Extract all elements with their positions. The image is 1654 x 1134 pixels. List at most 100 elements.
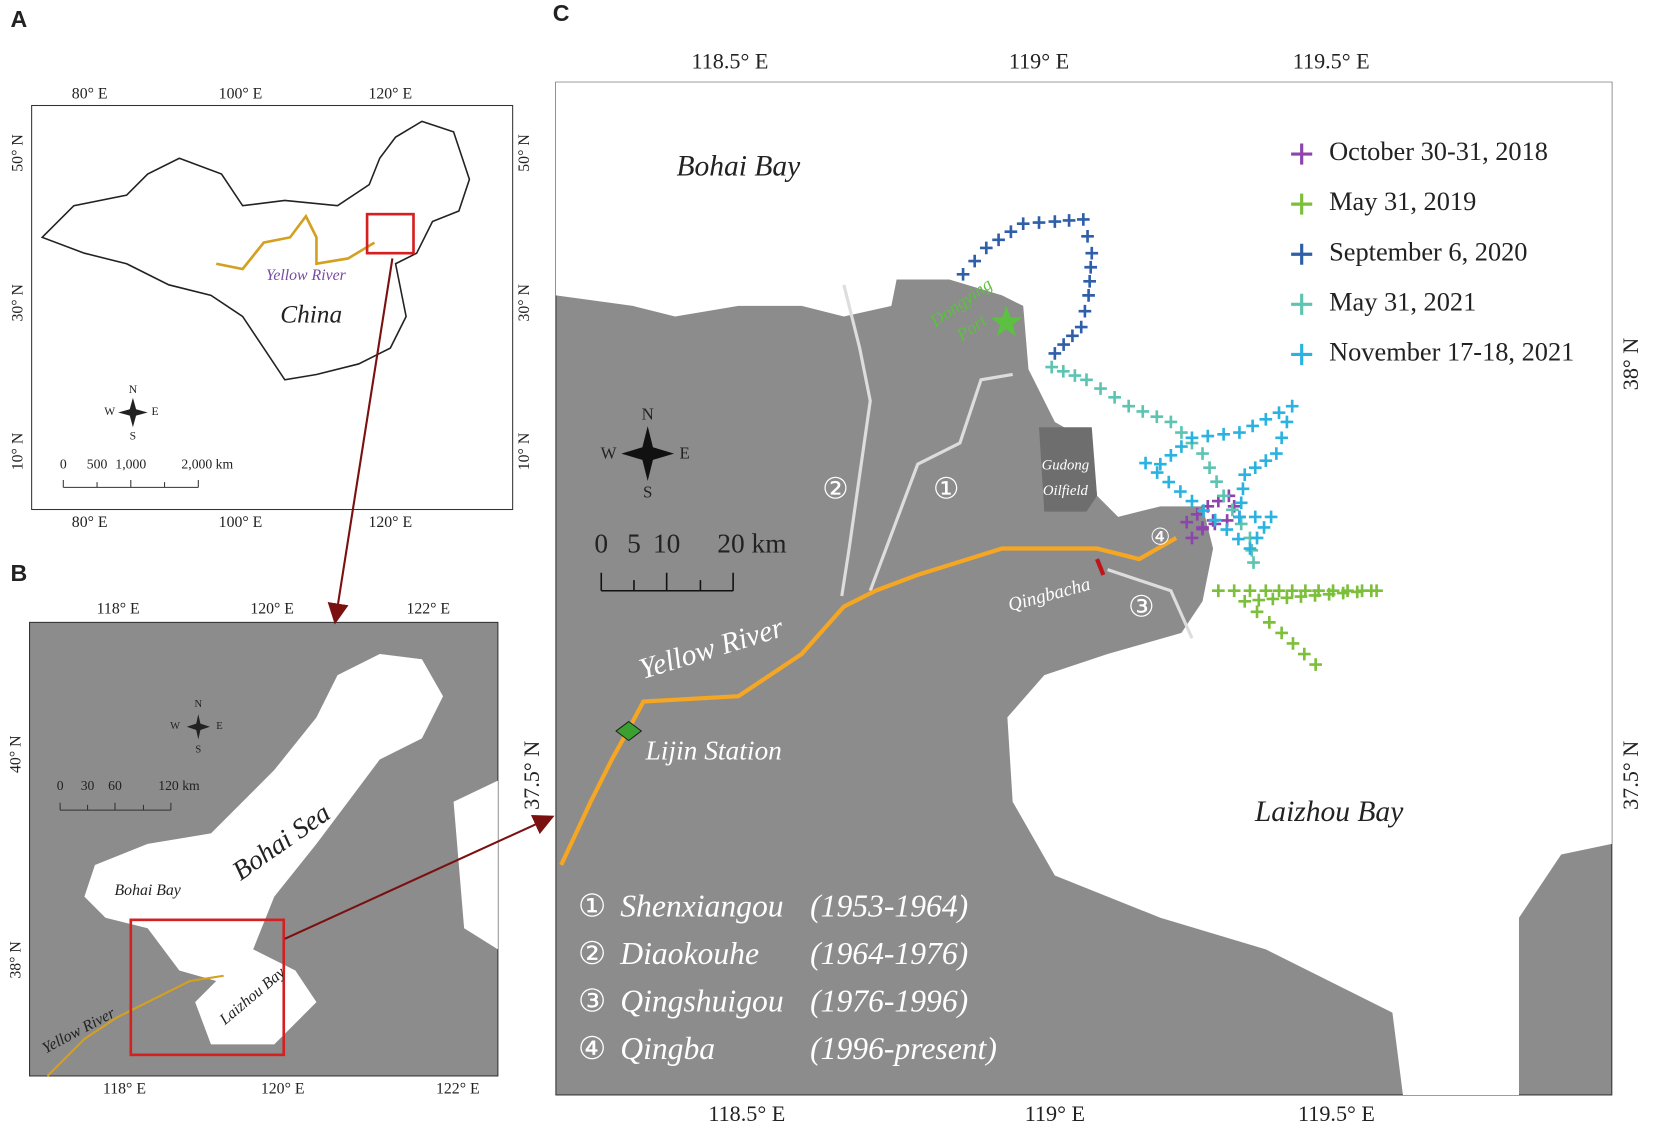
track-marker: [1322, 587, 1336, 601]
bay-label: Laizhou Bay: [1254, 796, 1404, 828]
channel-number: ④: [578, 1031, 606, 1066]
track-marker: [1164, 415, 1178, 429]
compass-s: S: [195, 744, 201, 755]
track-marker: [1056, 364, 1070, 378]
tick-label: 100° E: [219, 514, 263, 531]
scale-label: 10: [653, 529, 680, 559]
track-marker: [1185, 494, 1199, 508]
panel-label: A: [11, 6, 28, 32]
legend-marker: [1291, 293, 1313, 315]
track-marker: [1275, 626, 1288, 640]
inset-box: [365, 212, 415, 255]
legend-marker: [1291, 243, 1313, 265]
track-marker: [1257, 521, 1271, 534]
track-marker: [1164, 449, 1178, 462]
track-marker: [1208, 513, 1222, 527]
tick-label: 38° N: [1618, 338, 1643, 391]
compass-e: E: [679, 444, 689, 463]
track-marker: [1081, 229, 1094, 243]
tick-label: 118.5° E: [708, 1101, 785, 1126]
track-marker: [1250, 531, 1264, 545]
compass: N E S W: [170, 699, 222, 755]
track-marker: [1226, 503, 1239, 517]
track-marker: [1045, 360, 1059, 374]
track-marker: [1234, 517, 1248, 531]
track-marker: [1196, 447, 1209, 460]
track-marker: [1136, 405, 1150, 418]
compass-w: W: [601, 444, 617, 463]
channel-name: Qingba: [620, 1031, 715, 1066]
track-marker: [1084, 260, 1098, 274]
tick-label: 122° E: [406, 600, 450, 617]
track-marker: [1082, 289, 1095, 302]
track-marker: [1154, 457, 1167, 471]
tick-label: 120° E: [368, 86, 412, 103]
lijin-station: [615, 720, 643, 742]
tick-label: 37.5° N: [1618, 741, 1643, 810]
scale-label: 20 km: [717, 529, 786, 559]
tick-label: 50° N: [516, 134, 533, 172]
track-marker: [1094, 382, 1107, 395]
track-marker: [1233, 510, 1246, 524]
track-marker: [1247, 556, 1260, 569]
compass-n: N: [129, 383, 138, 396]
channel-number: ①: [578, 889, 606, 924]
map-number: ①: [933, 473, 959, 505]
tick-label: 80° E: [72, 86, 108, 103]
channel-name: Qingshuigou: [620, 983, 783, 1018]
track-marker: [1272, 584, 1286, 598]
scale-label: 120 km: [158, 778, 200, 793]
panel-label: C: [553, 0, 570, 26]
track-marker: [1243, 542, 1257, 555]
scale-bar: [600, 572, 734, 592]
track-marker: [1245, 543, 1259, 557]
track-marker: [1139, 456, 1152, 470]
track-marker: [1272, 406, 1286, 420]
compass-e: E: [216, 721, 222, 732]
compass-n: N: [642, 405, 654, 424]
tick-label: 80° E: [72, 514, 108, 531]
track-marker: [1233, 426, 1246, 439]
track-marker: [1062, 214, 1076, 227]
track-marker: [1236, 482, 1250, 496]
track-marker: [1074, 320, 1088, 334]
track-marker: [1275, 431, 1288, 445]
sea: [453, 780, 498, 950]
track-marker: [1066, 329, 1079, 343]
port-star: [990, 305, 1023, 337]
track-marker: [1196, 522, 1209, 536]
track-marker: [1197, 504, 1210, 517]
scale-label: 5: [627, 529, 641, 559]
track-marker: [1217, 489, 1230, 503]
scale-label: 0: [57, 778, 64, 793]
track-marker: [1234, 496, 1248, 510]
channel-number: ②: [578, 936, 606, 971]
track-marker: [1174, 485, 1187, 498]
track-marker: [1078, 304, 1092, 318]
tick-label: 30° N: [10, 283, 27, 321]
scale-bar: [59, 802, 172, 811]
track-marker: [1248, 510, 1262, 524]
tick-label: 40° N: [8, 735, 25, 773]
legend-label: September 6, 2020: [1329, 237, 1527, 266]
track-marker: [1016, 217, 1030, 230]
yellow-river: [46, 974, 224, 1077]
panel-label: B: [11, 560, 28, 586]
legend-marker: [1291, 193, 1313, 215]
inset-box: [129, 918, 286, 1057]
legend-marker: [1291, 343, 1313, 365]
track-marker: [979, 241, 993, 255]
track-marker: [992, 233, 1005, 247]
track-marker: [1048, 215, 1062, 228]
map-number: ④: [1150, 524, 1171, 550]
track-marker: [1150, 410, 1164, 424]
oilfield-label: Gudong: [1042, 458, 1090, 474]
oilfield-label: Oilfield: [1043, 483, 1089, 499]
country-label: China: [280, 300, 342, 328]
track-marker: [1259, 584, 1273, 598]
legend-label: May 31, 2019: [1329, 187, 1476, 216]
qingbacha-marker: [1095, 558, 1106, 576]
sea: [555, 82, 1612, 1095]
track-marker: [968, 254, 982, 268]
track-marker: [1122, 399, 1136, 413]
